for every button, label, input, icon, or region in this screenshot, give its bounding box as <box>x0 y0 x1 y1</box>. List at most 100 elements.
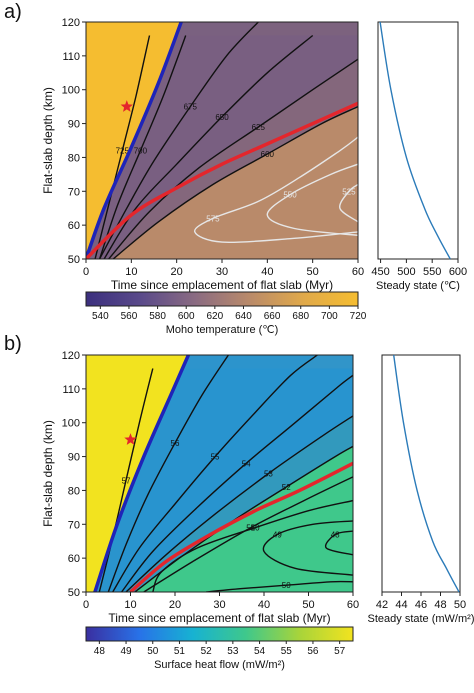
y-tick-label: 70 <box>68 519 80 531</box>
side-x-tick-label: 500 <box>397 266 415 278</box>
contour-line <box>194 136 358 244</box>
panel-label: a) <box>4 1 22 23</box>
contour-label: 52 <box>282 483 291 492</box>
contour-label: 48 <box>331 530 340 539</box>
side-x-axis-title: Steady state (℃) <box>376 280 460 292</box>
side-x-tick-label: 46 <box>415 599 427 611</box>
y-tick-label: 110 <box>62 384 80 396</box>
colorbar-tick-label: 580 <box>149 311 166 322</box>
contour-label: 725 <box>116 147 130 156</box>
x-tick-label: 50 <box>302 599 314 611</box>
x-tick-label: 10 <box>124 599 136 611</box>
contour-line <box>262 520 353 576</box>
colorbar-tick-label: 720 <box>350 311 367 322</box>
side-x-tick-label: 600 <box>449 266 467 278</box>
contour-line <box>94 35 151 259</box>
y-tick-label: 80 <box>68 152 80 164</box>
contour-label: 57 <box>122 476 131 485</box>
contour-label: 625 <box>252 123 266 132</box>
blue-boundary-curve <box>93 355 191 592</box>
side-x-tick-label: 450 <box>371 266 389 278</box>
star-marker <box>120 100 133 112</box>
colorbar: 48 49 50 51 52 53 54 55 56 57 Surface heat flow (m… <box>85 626 354 671</box>
colorbar-title: Surface heat flow (mW/m²) <box>154 659 285 671</box>
x-tick-label: 60 <box>352 266 364 278</box>
contour-line <box>206 580 353 592</box>
x-tick-label: 60 <box>347 599 359 611</box>
contour-label: 49 <box>273 530 282 539</box>
colorbar-tick-label: 680 <box>292 311 309 322</box>
colorbar-tick-label: 57 <box>334 646 346 657</box>
colorbar-tick-label: 540 <box>92 311 109 322</box>
blue-boundary-curve <box>86 22 183 259</box>
colorbar-tick-label: 49 <box>120 646 132 657</box>
contour-label: 700 <box>134 147 148 156</box>
x-tick-label: 20 <box>169 599 181 611</box>
colorbar-tick-label: 56 <box>307 646 319 657</box>
colorbar-bar <box>85 626 354 642</box>
colorbar: 540 560 580 600 620 640 660 680 700 720 Moho tempe… <box>85 291 367 336</box>
x-tick-label: 0 <box>83 599 89 611</box>
y-tick-label: 50 <box>68 587 80 599</box>
red-boundary-curve <box>129 461 353 592</box>
colorbar-tick-label: 52 <box>201 646 213 657</box>
contour-line <box>125 415 353 592</box>
contour-label: 56 <box>171 439 180 448</box>
contour-line <box>152 499 353 592</box>
side-x-tick-label: 48 <box>434 599 446 611</box>
red-boundary-curve <box>86 101 358 259</box>
colorbar-tick-label: 50 <box>147 646 159 657</box>
y-tick-label: 90 <box>68 452 80 464</box>
colorbar-bar <box>85 291 359 307</box>
contour-label: 50 <box>251 524 260 533</box>
x-tick-label: 30 <box>213 599 225 611</box>
steady-state-curve <box>393 354 460 593</box>
contour-label: 600 <box>261 150 275 159</box>
x-tick-label: 50 <box>307 266 319 278</box>
contour-label: 650 <box>215 113 229 122</box>
contour-line <box>143 476 353 592</box>
contour-label: 525 <box>342 187 356 196</box>
panel-label: b) <box>4 333 22 355</box>
y-tick-label: 100 <box>62 85 80 97</box>
y-tick-label: 50 <box>68 254 80 266</box>
contour-label: 54 <box>242 459 251 468</box>
y-tick-label: 90 <box>68 119 80 131</box>
colorbar-tick-label: 53 <box>227 646 239 657</box>
y-tick-label: 80 <box>68 485 80 497</box>
contour-line <box>112 355 318 592</box>
contour-line <box>339 183 358 223</box>
star-marker <box>124 433 137 445</box>
y-tick-label: 120 <box>62 17 80 29</box>
contour-line <box>266 163 358 236</box>
side-panel-frame <box>377 21 459 260</box>
x-tick-label: 40 <box>261 266 273 278</box>
side-x-axis-title: Steady state (mW/m²) <box>368 613 474 625</box>
colorbar-title: Moho temperature (℃) <box>166 324 279 336</box>
heatmap-hot-region <box>86 355 189 592</box>
x-tick-label: 30 <box>216 266 228 278</box>
x-tick-label: 10 <box>125 266 137 278</box>
colorbar-tick-label: 700 <box>321 311 338 322</box>
contour-line <box>108 58 358 259</box>
contour-line <box>98 35 187 259</box>
contour-label: 550 <box>283 191 297 200</box>
x-tick-label: 20 <box>171 266 183 278</box>
side-x-tick-label: 42 <box>376 599 388 611</box>
colorbar-tick-label: 660 <box>264 311 281 322</box>
colorbar-tick-label: 620 <box>206 311 223 322</box>
side-x-tick-label: 550 <box>423 266 441 278</box>
colorbar-tick-label: 560 <box>121 311 138 322</box>
plot-area: 5756555453525150494850 <box>86 355 353 592</box>
y-tick-label: 60 <box>68 220 80 232</box>
x-axis-title: Time since emplacement of flat slab (Myr… <box>108 611 330 625</box>
y-tick-label: 100 <box>62 418 80 430</box>
contour-label: 50 <box>282 581 291 590</box>
side-x-tick-label: 44 <box>395 599 407 611</box>
contour-label: 53 <box>264 470 273 479</box>
contour-line <box>324 530 353 556</box>
y-tick-label: 110 <box>62 51 80 63</box>
contour-label: 575 <box>206 214 220 223</box>
y-tick-label: 60 <box>68 553 80 565</box>
